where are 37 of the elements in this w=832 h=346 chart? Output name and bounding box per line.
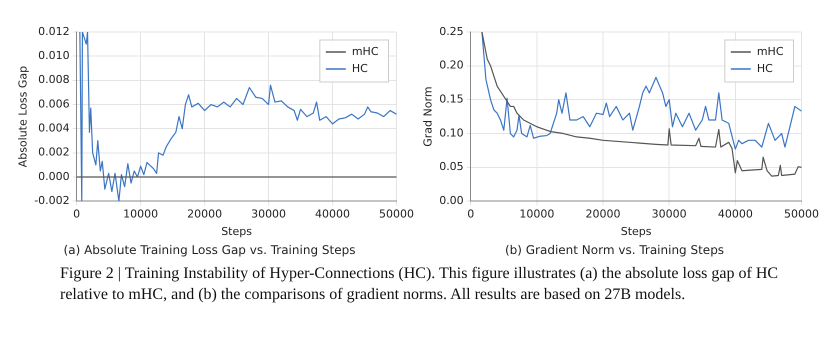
x-tick-label: 10000 xyxy=(519,208,554,221)
text: (b) Gradient Norm vs. Training Steps xyxy=(504,242,724,257)
y-tick-label: 0.012 xyxy=(38,24,70,38)
y-tick-label: 0.002 xyxy=(38,146,70,159)
y-axis-title: Absolute Loss Gap xyxy=(16,66,30,168)
legend-label: mHC xyxy=(352,44,379,58)
x-tick-label: 50000 xyxy=(379,208,414,221)
x-tick-label: 0 xyxy=(467,208,474,221)
x-axis-title: Steps xyxy=(221,224,252,238)
x-tick-label: 20000 xyxy=(586,208,621,221)
legend-label: mHC xyxy=(756,44,784,58)
x-axis-title: Steps xyxy=(620,224,652,238)
legend-label: HC xyxy=(756,62,774,75)
y-axis-title: Grad Norm xyxy=(421,86,434,147)
y-tick-label: 0.15 xyxy=(439,92,464,106)
legend-label: HC xyxy=(352,62,368,75)
x-tick-label: 0 xyxy=(73,208,80,221)
y-tick-label: -0.002 xyxy=(34,194,70,208)
y-tick-label: 0.10 xyxy=(439,126,464,140)
text: (a) Absolute Training Loss Gap vs. Training Steps xyxy=(64,242,356,257)
x-tick-label: 40000 xyxy=(718,208,753,221)
x-tick-label: 30000 xyxy=(251,208,286,221)
x-tick-label: 30000 xyxy=(652,208,687,221)
y-tick-label: 0.006 xyxy=(38,97,70,110)
x-tick-label: 50000 xyxy=(784,208,820,221)
y-tick-label: 0.20 xyxy=(439,58,464,72)
y-tick-label: 0.000 xyxy=(38,170,70,183)
y-tick-label: 0.25 xyxy=(439,24,464,38)
y-tick-label: 0.008 xyxy=(38,73,70,86)
x-tick-label: 10000 xyxy=(123,208,158,221)
caption: Figure 2 | Training Instability of Hyper-Connections (HC). This figure illustrates (a) the absolute loss gap of HC relative to mHC, and (b) the comparisons of gradient norms. All results are based on 27B models. xyxy=(60,264,780,305)
x-tick-label: 40000 xyxy=(315,208,350,221)
y-tick-label: 0.004 xyxy=(38,122,70,135)
y-tick-label: 0.010 xyxy=(38,49,70,62)
x-tick-label: 20000 xyxy=(187,208,222,221)
y-tick-label: 0.00 xyxy=(439,194,464,208)
y-tick-label: 0.05 xyxy=(439,160,464,174)
